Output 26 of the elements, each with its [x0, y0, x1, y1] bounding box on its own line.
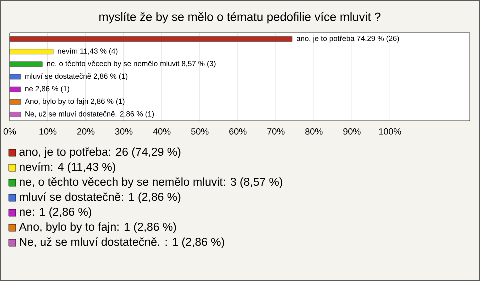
bar: [10, 49, 54, 55]
text: mluví se dostatečně: 1 (2,86 %): [20, 192, 181, 204]
x-tick-label: 90%: [344, 128, 361, 135]
text: Ne, už se mluví dostatečně. : 1 (2,86 %): [20, 238, 224, 248]
x-tick-label: 100%: [379, 128, 402, 135]
text: ne: 1 (2,86 %): [20, 208, 92, 218]
x-tick-label: 30%: [115, 128, 133, 135]
text: ano, je to potřeba: 26 (74,29 %): [20, 148, 181, 158]
bar: [10, 99, 22, 105]
bar: [10, 112, 22, 118]
x-tick-label: 40%: [153, 128, 171, 135]
text: nevím: 4 (11,43 %): [20, 162, 116, 174]
x-tick-label: 0%: [4, 128, 16, 135]
x-tick-label: 20%: [78, 128, 95, 135]
x-tick-label: 50%: [191, 128, 209, 135]
x-tick-label: 10%: [40, 128, 57, 135]
bar: [10, 36, 293, 42]
x-tick-label: 70%: [268, 128, 285, 135]
x-tick-label: 80%: [306, 128, 323, 135]
bar: [10, 74, 22, 80]
chart-title: myslíte že by se mělo o tématu pedofilie více mluvit ?: [100, 12, 381, 24]
bar: [10, 86, 22, 92]
text: ne, o těchto věcech by se nemělo mluvit: 3 (8,57 %): [20, 178, 283, 188]
x-tick-label: 60%: [230, 128, 247, 135]
bar: [10, 62, 43, 68]
text: Ano, bylo by to fajn: 1 (2,86 %): [19, 222, 176, 234]
